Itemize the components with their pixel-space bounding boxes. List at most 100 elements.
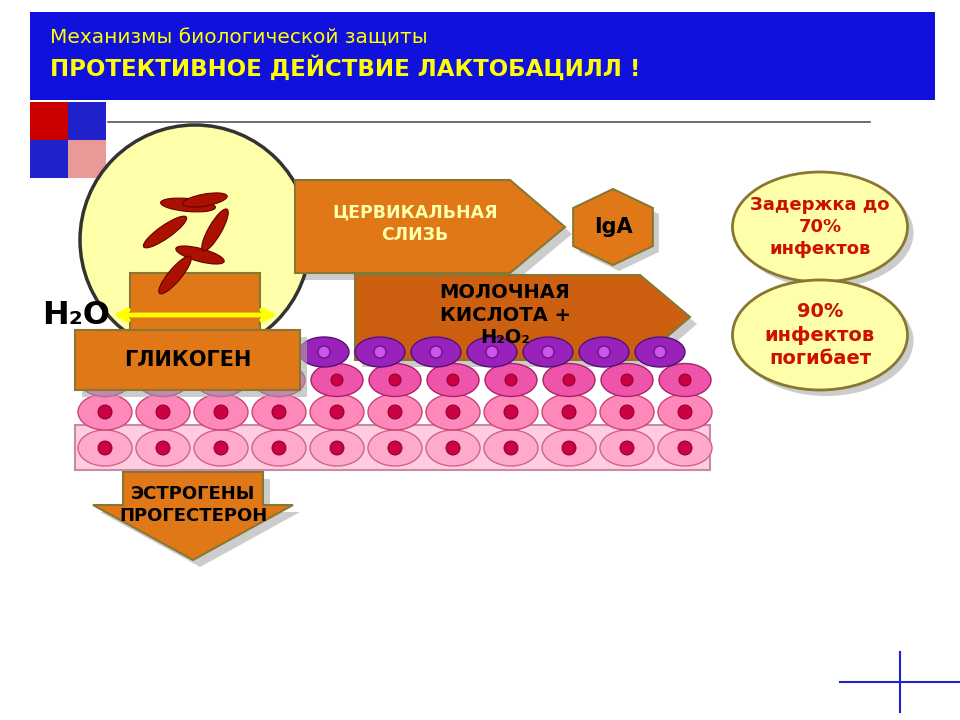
Circle shape: [562, 441, 576, 455]
Ellipse shape: [195, 364, 247, 397]
Ellipse shape: [600, 430, 654, 466]
Text: ГЛИКОГЕН: ГЛИКОГЕН: [124, 350, 252, 370]
Ellipse shape: [484, 394, 538, 430]
Ellipse shape: [659, 364, 711, 397]
Ellipse shape: [542, 394, 596, 430]
Circle shape: [318, 346, 330, 358]
Ellipse shape: [143, 216, 186, 248]
Bar: [30, 12, 935, 100]
Polygon shape: [573, 189, 653, 265]
Circle shape: [98, 441, 112, 455]
Circle shape: [678, 405, 692, 419]
Ellipse shape: [635, 337, 685, 367]
Text: ПРОТЕКТИВНОЕ ДЕЙСТВИЕ ЛАКТОБАЦИЛЛ !: ПРОТЕКТИВНОЕ ДЕЙСТВИЕ ЛАКТОБАЦИЛЛ !: [50, 55, 640, 81]
Circle shape: [504, 441, 518, 455]
Bar: [75, 425, 710, 470]
Circle shape: [620, 405, 634, 419]
Polygon shape: [107, 280, 297, 362]
Circle shape: [620, 441, 634, 455]
Text: МОЛОЧНАЯ
КИСЛОТА +
Н₂О₂: МОЛОЧНАЯ КИСЛОТА + Н₂О₂: [440, 283, 570, 347]
Polygon shape: [295, 180, 565, 273]
Ellipse shape: [369, 364, 421, 397]
Bar: [30, 102, 68, 140]
Circle shape: [214, 405, 228, 419]
Ellipse shape: [78, 430, 132, 466]
Circle shape: [446, 441, 460, 455]
Ellipse shape: [368, 394, 422, 430]
Ellipse shape: [136, 394, 190, 430]
Ellipse shape: [601, 364, 653, 397]
Ellipse shape: [732, 172, 907, 282]
Circle shape: [272, 441, 286, 455]
Circle shape: [99, 374, 111, 386]
Circle shape: [272, 405, 286, 419]
Text: ЦЕРВИКАЛЬНАЯ
СЛИЗЬ: ЦЕРВИКАЛЬНАЯ СЛИЗЬ: [332, 204, 498, 244]
Circle shape: [486, 346, 498, 358]
Bar: [68, 140, 106, 178]
Ellipse shape: [310, 394, 364, 430]
Ellipse shape: [243, 337, 293, 367]
Circle shape: [389, 374, 401, 386]
Circle shape: [654, 346, 666, 358]
Ellipse shape: [426, 430, 480, 466]
Ellipse shape: [75, 337, 125, 367]
Ellipse shape: [738, 178, 914, 288]
Circle shape: [215, 374, 227, 386]
Ellipse shape: [738, 286, 914, 396]
Ellipse shape: [136, 430, 190, 466]
Circle shape: [598, 346, 610, 358]
Ellipse shape: [253, 364, 305, 397]
Ellipse shape: [658, 430, 712, 466]
Polygon shape: [100, 273, 290, 355]
Circle shape: [505, 374, 517, 386]
Text: ЭСТРОГЕНЫ
ПРОГЕСТЕРОН: ЭСТРОГЕНЫ ПРОГЕСТЕРОН: [119, 485, 267, 525]
Ellipse shape: [187, 337, 237, 367]
Polygon shape: [355, 275, 690, 360]
Ellipse shape: [252, 430, 306, 466]
Bar: [75, 330, 300, 390]
Text: H₂O: H₂O: [42, 300, 110, 330]
Circle shape: [542, 346, 554, 358]
Ellipse shape: [310, 430, 364, 466]
Text: Механизмы биологической защиты: Механизмы биологической защиты: [50, 28, 427, 47]
Circle shape: [563, 374, 575, 386]
Text: Задержка до
70%
инфектов: Задержка до 70% инфектов: [751, 196, 890, 258]
Circle shape: [262, 346, 274, 358]
Circle shape: [388, 441, 402, 455]
Circle shape: [504, 405, 518, 419]
Ellipse shape: [579, 337, 629, 367]
Circle shape: [330, 441, 344, 455]
Ellipse shape: [299, 337, 349, 367]
Circle shape: [374, 346, 386, 358]
Circle shape: [446, 405, 460, 419]
Circle shape: [206, 346, 218, 358]
Ellipse shape: [311, 364, 363, 397]
Circle shape: [98, 405, 112, 419]
Circle shape: [447, 374, 459, 386]
Circle shape: [214, 441, 228, 455]
Ellipse shape: [600, 394, 654, 430]
Ellipse shape: [160, 198, 215, 212]
Circle shape: [430, 346, 442, 358]
Bar: [68, 102, 106, 140]
Ellipse shape: [355, 337, 405, 367]
Ellipse shape: [426, 394, 480, 430]
Circle shape: [94, 346, 106, 358]
Ellipse shape: [523, 337, 573, 367]
Ellipse shape: [542, 430, 596, 466]
Ellipse shape: [543, 364, 595, 397]
Circle shape: [273, 374, 285, 386]
Ellipse shape: [368, 430, 422, 466]
Ellipse shape: [78, 394, 132, 430]
Polygon shape: [362, 282, 697, 367]
Ellipse shape: [131, 337, 181, 367]
Polygon shape: [100, 479, 300, 567]
Ellipse shape: [176, 246, 225, 264]
Circle shape: [156, 405, 170, 419]
Circle shape: [330, 405, 344, 419]
Ellipse shape: [182, 193, 228, 207]
Ellipse shape: [658, 394, 712, 430]
Ellipse shape: [202, 209, 228, 251]
Bar: [82, 337, 307, 397]
Polygon shape: [93, 472, 293, 560]
